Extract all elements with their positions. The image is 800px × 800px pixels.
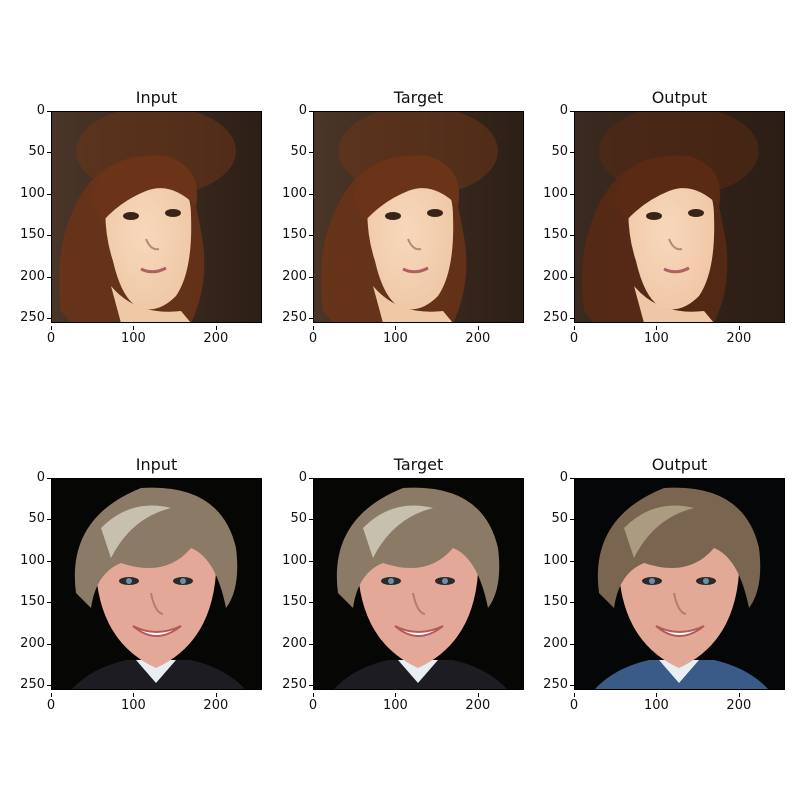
y-tick-label: 150: [267, 594, 313, 609]
y-tick-label: 100: [528, 553, 574, 568]
panel-title: Input: [135, 88, 178, 107]
y-tick-label: 0: [267, 103, 313, 118]
image-panel-target: 0 50 100 150 200 250 0 100 200: [282, 103, 524, 346]
x-tick-label: 0: [554, 326, 594, 346]
y-tick-label: 250: [5, 310, 51, 325]
x-tick-label: 100: [375, 326, 415, 346]
y-tick-label: 200: [528, 636, 574, 651]
panel-title: Output: [651, 88, 708, 107]
portrait-image: [51, 478, 262, 690]
panel-title: Target: [393, 455, 444, 474]
y-tick-label: 100: [5, 553, 51, 568]
y-tick-label: 250: [267, 310, 313, 325]
axes-frame: [51, 111, 262, 323]
y-tick-label: 50: [267, 511, 313, 526]
y-tick-label: 100: [267, 186, 313, 201]
axes-frame: [313, 111, 524, 323]
y-tick-label: 50: [267, 144, 313, 159]
y-tick-label: 150: [528, 227, 574, 242]
x-tick-label: 100: [113, 326, 153, 346]
x-tick-label: 0: [293, 326, 333, 346]
axes-frame: [51, 478, 262, 690]
x-tick-label: 0: [293, 693, 333, 713]
panel-title: Output: [651, 455, 708, 474]
y-tick-label: 250: [528, 310, 574, 325]
y-tick-label: 200: [5, 636, 51, 651]
y-tick-label: 150: [267, 227, 313, 242]
y-tick-label: 0: [528, 103, 574, 118]
image-panel-input: 0 50 100 150 200 250 0 100 200: [20, 103, 262, 346]
y-tick-label: 100: [5, 186, 51, 201]
x-tick-label: 200: [719, 326, 759, 346]
x-tick-label: 0: [31, 693, 71, 713]
y-tick-label: 250: [267, 677, 313, 692]
x-tick-label: 200: [458, 693, 498, 713]
y-tick-label: 50: [5, 144, 51, 159]
y-tick-label: 200: [267, 269, 313, 284]
panel-title: Input: [135, 455, 178, 474]
panel-title: Target: [393, 88, 444, 107]
portrait-image: [313, 478, 524, 690]
x-tick-label: 200: [719, 693, 759, 713]
y-tick-label: 0: [5, 470, 51, 485]
y-tick-label: 0: [267, 470, 313, 485]
y-tick-label: 250: [5, 677, 51, 692]
x-tick-label: 0: [554, 693, 594, 713]
y-tick-label: 50: [528, 511, 574, 526]
x-tick-label: 100: [113, 693, 153, 713]
portrait-image: [51, 111, 262, 323]
y-tick-label: 200: [528, 269, 574, 284]
y-tick-label: 0: [5, 103, 51, 118]
x-tick-label: 100: [636, 326, 676, 346]
y-tick-label: 0: [528, 470, 574, 485]
y-tick-label: 150: [5, 227, 51, 242]
x-tick-label: 100: [636, 693, 676, 713]
axes-frame: [574, 478, 785, 690]
image-panel-output: 0 50 100 150 200 250 0 100 200: [543, 103, 785, 346]
y-tick-label: 100: [267, 553, 313, 568]
x-tick-label: 0: [31, 326, 71, 346]
y-tick-label: 50: [528, 144, 574, 159]
y-tick-label: 250: [528, 677, 574, 692]
y-tick-label: 200: [5, 269, 51, 284]
image-panel-target: 0 50 100 150 200 250 0 100 200: [282, 470, 524, 713]
axes-frame: [574, 111, 785, 323]
image-panel-input: 0 50 100 150 200 250 0 100 200: [20, 470, 262, 713]
image-panel-output: 0 50 100 150 200 250 0 100 200: [543, 470, 785, 713]
y-tick-label: 150: [5, 594, 51, 609]
x-tick-label: 100: [375, 693, 415, 713]
y-tick-label: 100: [528, 186, 574, 201]
portrait-image: [313, 111, 524, 323]
x-tick-label: 200: [458, 326, 498, 346]
x-tick-label: 200: [196, 326, 236, 346]
y-tick-label: 200: [267, 636, 313, 651]
y-tick-label: 50: [5, 511, 51, 526]
portrait-image: [574, 478, 785, 690]
portrait-image: [574, 111, 785, 323]
axes-frame: [313, 478, 524, 690]
y-tick-label: 150: [528, 594, 574, 609]
x-tick-label: 200: [196, 693, 236, 713]
